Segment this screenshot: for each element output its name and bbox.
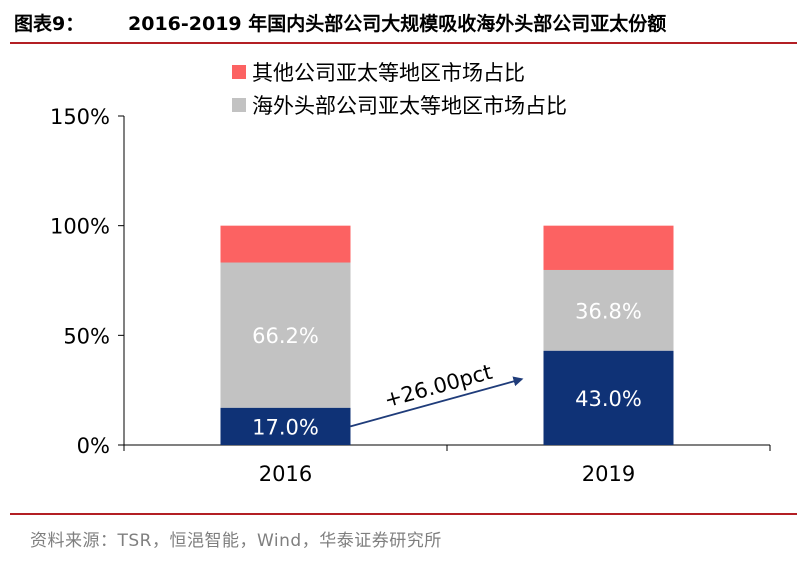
annotation-label: +26.00pct — [382, 360, 495, 413]
y-tick-label: 0% — [77, 434, 110, 458]
figure-label: 图表9： — [14, 13, 85, 35]
footer-rule — [10, 513, 797, 515]
legend-entry: 海外头部公司亚太等地区市场占比 — [252, 94, 567, 118]
data-label: 36.8% — [575, 299, 642, 323]
data-label: 66.2% — [252, 324, 319, 348]
legend-entry: 其他公司亚太等地区市场占比 — [252, 61, 525, 85]
bar-segment — [220, 407, 351, 445]
y-tick-label: 100% — [50, 215, 110, 239]
title-rule — [10, 42, 797, 44]
annotation-arrow — [350, 376, 524, 428]
legend-swatch — [232, 65, 246, 79]
stacked-bar-chart: 0% 50% 100% 150% 2016 2019 17.0% 66.2% 43.0% 36.8… — [50, 61, 771, 486]
data-label: 17.0% — [252, 415, 319, 439]
x-tick-label: 2016 — [259, 462, 312, 486]
y-tick-label: 50% — [63, 324, 110, 348]
y-tick-label: 150% — [50, 105, 110, 129]
bar-segment — [543, 350, 674, 445]
source-note: 资料来源：TSR，恒浥智能，Wind，华泰证券研究所 — [30, 531, 442, 551]
figure-title: 2016-2019 年国内头部公司大规模吸收海外头部公司亚太份额 — [128, 13, 667, 35]
bar-segment — [543, 269, 674, 351]
legend-swatch — [232, 98, 246, 112]
bar-segment — [543, 225, 674, 270]
bar-segment — [220, 262, 351, 408]
figure-header: 图表9： 2016-2019 年国内头部公司大规模吸收海外头部公司亚太份额 — [0, 0, 807, 44]
data-label: 43.0% — [575, 387, 642, 411]
x-tick-label: 2019 — [582, 462, 635, 486]
bar-segment — [220, 225, 351, 263]
